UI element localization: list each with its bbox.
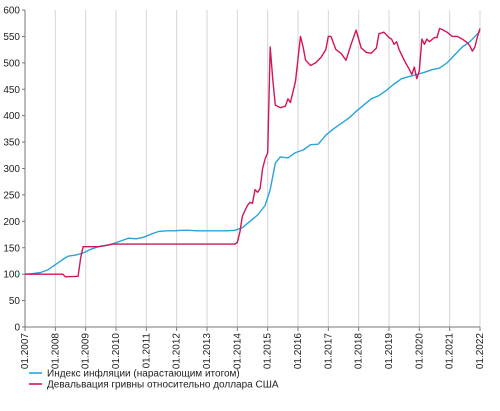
x-tick-label: 01.2018 [354, 333, 365, 370]
x-tick-label: 01.2019 [384, 333, 395, 370]
series-line-2 [25, 27, 481, 278]
y-tick-label: 400 [3, 111, 20, 122]
x-tick-label: 01.2017 [323, 333, 334, 370]
y-tick-label: 450 [3, 85, 20, 96]
x-tick-label: 01.2007 [20, 333, 31, 370]
y-tick-label: 50 [9, 296, 21, 307]
x-tick-label: 01.2014 [232, 333, 243, 370]
y-tick-label: 150 [3, 243, 20, 254]
y-tick-label: 0 [14, 323, 20, 334]
series-line-1 [24, 30, 481, 275]
y-tick-label: 300 [3, 164, 20, 175]
y-tick-labels: 0 50 100 150 200 250 300 350 400 450 500 550 600 [3, 6, 20, 334]
x-tick-label: 01.2020 [414, 333, 425, 370]
y-tick-label: 500 [3, 58, 20, 69]
series-lines [24, 27, 481, 278]
x-tick-label: 01.2013 [202, 333, 213, 370]
x-tick-label: 01.2009 [81, 333, 92, 370]
x-tick-label: 01.2015 [263, 333, 274, 370]
y-tick-label: 550 [3, 32, 20, 43]
x-tick-label: 01.2012 [172, 333, 183, 370]
legend-label: Индекс инфляции (нарастающим итогом) [47, 368, 240, 380]
x-tick-label: 01.2021 [445, 333, 456, 370]
y-tick-label: 100 [3, 270, 20, 281]
x-tick-label: 01.2022 [475, 333, 486, 370]
y-tick-label: 200 [3, 217, 20, 228]
axes [22, 9, 481, 331]
grid-lines [54, 10, 481, 327]
legend-label: Девальвация гривны относительно доллара … [47, 380, 279, 391]
legend: Индекс инфляции (нарастающим итогом)Дева… [29, 368, 279, 391]
x-tick-label: 01.2011 [141, 333, 152, 369]
x-tick-labels: 01.2007 01.2008 01.2009 01.2010 01.2011 01.20… [20, 333, 486, 370]
x-tick-label: 01.2016 [293, 333, 304, 370]
y-tick-label: 600 [3, 6, 20, 17]
y-tick-label: 350 [3, 138, 20, 149]
x-tick-label: 01.2008 [50, 333, 61, 370]
y-tick-label: 250 [3, 190, 20, 201]
x-tick-label: 01.2010 [111, 333, 122, 370]
